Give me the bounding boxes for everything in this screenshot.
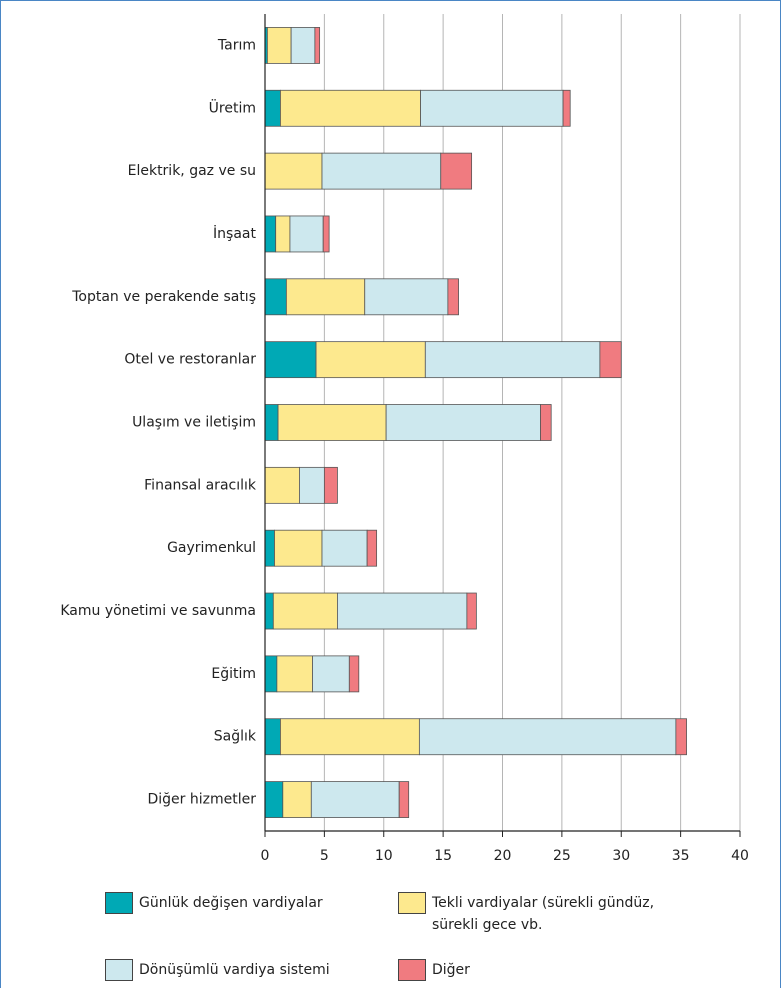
bar-segment [264,152,323,190]
bar-segment [466,592,477,630]
bar-segment [314,27,321,64]
bar-segment [285,278,366,316]
bar-segment [337,592,468,630]
y-tick-label: Kamu yönetimi ve savunma [60,603,256,619]
bar-segment [348,655,360,693]
y-tick-label: Eğitim [211,666,256,682]
y-tick-label: Üretim [209,98,256,116]
bar-segment [266,27,292,64]
bar-segment [264,718,281,756]
x-tick-label: 25 [553,848,571,864]
bar-segment [675,718,687,756]
bar-segment [282,781,312,818]
bar-segment [275,215,291,253]
legend-swatch [398,959,426,981]
bar-segment [264,404,279,441]
bar-segment [440,152,473,190]
bar-segment [312,655,350,693]
x-tick-label: 20 [494,848,512,864]
bar-segment [264,466,300,504]
bar-segment [264,655,278,693]
bar-segment [323,466,338,504]
bar-segment [321,152,442,190]
x-tick-label: 10 [375,848,393,864]
bar-segment [447,278,459,316]
legend-item: Günlük değişen vardiyalar [105,892,323,914]
bar-segment [290,27,316,64]
y-tick-label: Toptan ve perakende satış [71,289,256,305]
y-tick-label: Diğer hizmetler [148,792,257,808]
y-tick-label: Gayrimenkul [167,540,256,556]
x-tick-label: 40 [731,848,749,864]
bar-segment [264,529,275,567]
x-tick-label: 30 [612,848,630,864]
bar-segment [280,718,420,756]
legend-swatch [105,959,133,981]
y-tick-label: Elektrik, gaz ve su [128,163,256,179]
bar-segment [322,215,330,253]
x-tick-label: 0 [261,848,270,864]
bar-segment [264,341,317,379]
legend-swatch [105,892,133,914]
y-tick-label: Ulaşım ve iletişim [132,415,256,431]
x-tick-label: 35 [672,848,690,864]
legend-item: Tekli vardiyalar (sürekli gündüz, sürekl… [398,892,692,936]
bar-segment [264,89,281,127]
legend-label: Diğer [432,962,470,978]
y-tick-label: İnşaat [213,224,256,242]
bar-segment [310,781,400,818]
x-tick-label: 5 [320,848,329,864]
bar-segment [398,781,410,818]
bar-segment [274,529,323,567]
y-tick-label: Finansal aracılık [144,477,257,493]
bar-segment [366,529,378,567]
bar-segment [272,592,338,630]
bar-segment [424,341,601,379]
x-tick-label: 15 [434,848,452,864]
bar-segment [276,655,313,693]
bar-segment [280,89,421,127]
bar-segment [599,341,622,379]
bar-segment [264,781,284,818]
bar-segment [277,404,387,441]
bar-segment [264,215,277,253]
legend-swatch [398,892,426,914]
bar-segment [420,89,564,127]
bar-segment [385,404,541,441]
legend-label: Dönüşümlü vardiya sistemi [139,962,330,978]
bar-segment [540,404,552,441]
legend-item: Dönüşümlü vardiya sistemi [105,959,330,981]
bar-segment [562,89,571,127]
bar-segment [315,341,426,379]
bar-segment [264,278,287,316]
y-tick-label: Tarım [217,37,256,53]
bar-segment [321,529,368,567]
legend-label: Tekli vardiyalar (sürekli gündüz, sürekl… [432,895,655,933]
y-tick-label: Otel ve restoranlar [124,352,256,368]
bar-segment [418,718,677,756]
bar-segment [289,215,324,253]
legend-item: Diğer [398,959,470,981]
y-tick-label: Sağlık [214,729,257,745]
bar-segment [264,592,274,630]
bar-segment [364,278,449,316]
legend-label: Günlük değişen vardiyalar [139,895,323,911]
bar-segment [299,466,325,504]
